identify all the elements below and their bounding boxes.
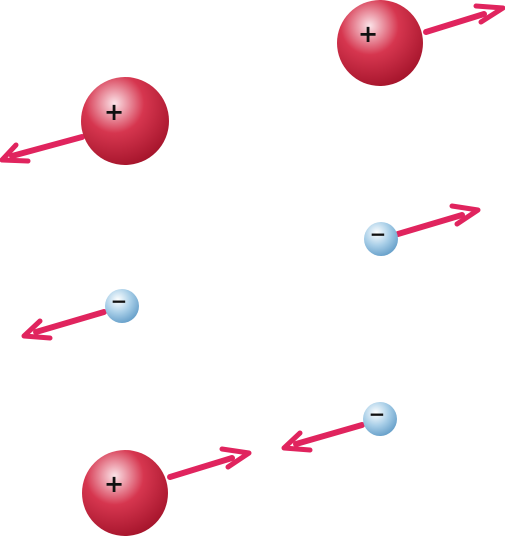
charge-sign: − [111, 289, 128, 313]
charge-sign: − [370, 222, 387, 246]
velocity-arrow [2, 137, 82, 161]
velocity-arrow [426, 6, 503, 32]
charge-sign: − [369, 402, 386, 426]
velocity-arrow [170, 449, 249, 477]
positive-ion-top-right: + [337, 0, 503, 86]
charge-sign: + [104, 470, 124, 498]
velocity-arrow [284, 425, 362, 450]
charge-sign: + [358, 20, 378, 48]
electron-bottom: − [284, 402, 397, 450]
ion-sphere [337, 0, 423, 86]
electron-left: − [24, 289, 139, 338]
positive-ion-bottom-left: + [82, 449, 249, 536]
ion-sphere [81, 77, 169, 165]
positive-ion-upper-left: + [2, 77, 169, 165]
ion-sphere [82, 450, 168, 536]
electron-right: − [364, 206, 478, 256]
charge-sign: + [104, 98, 124, 126]
velocity-arrow [398, 206, 478, 234]
velocity-arrow [24, 312, 104, 338]
